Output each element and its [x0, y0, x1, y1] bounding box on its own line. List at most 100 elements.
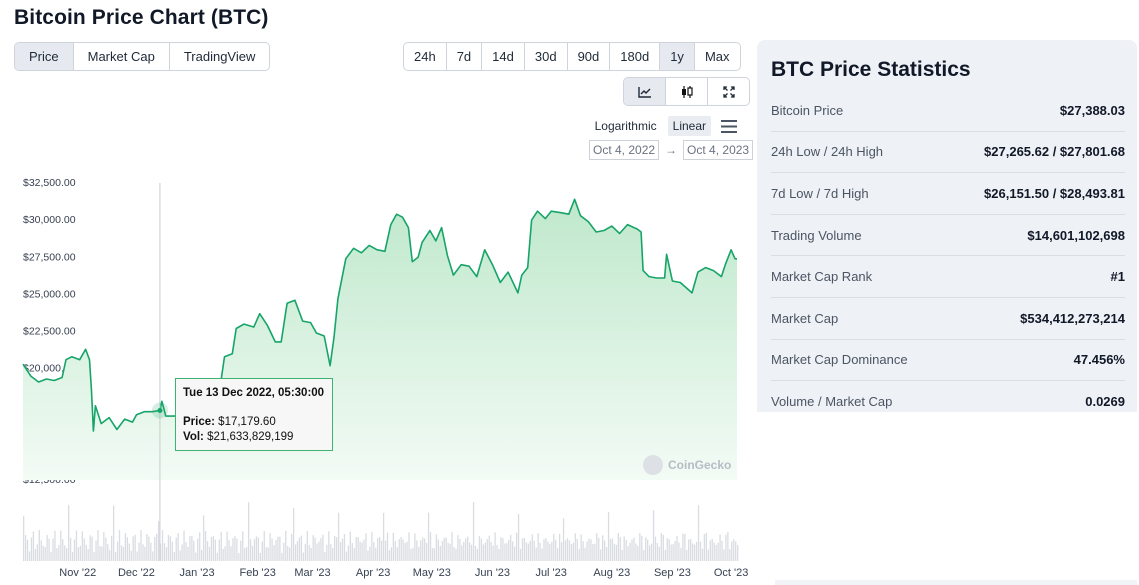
volume-bar [574, 533, 576, 561]
range-tabs: 24h 7d 14d 30d 90d 180d 1y Max [403, 42, 741, 71]
volume-bar [202, 515, 205, 561]
volume-bar [584, 547, 586, 561]
date-arrow: → [665, 143, 678, 157]
volume-bar [521, 538, 524, 561]
volume-bar [204, 531, 207, 561]
range-1y[interactable]: 1y [660, 43, 695, 70]
range-180d[interactable]: 180d [610, 43, 661, 70]
fullscreen-icon [722, 85, 735, 98]
tab-price[interactable]: Price [15, 43, 74, 70]
chart-tooltip: Tue 13 Dec 2022, 05:30:00 Price: $17,179… [175, 378, 333, 451]
candlestick-button[interactable] [666, 78, 708, 105]
stat-label: Market Cap [771, 310, 839, 326]
volume-bar [111, 535, 113, 561]
volume-bar [590, 539, 592, 561]
range-14d[interactable]: 14d [482, 43, 525, 70]
volume-bar [220, 531, 222, 561]
volume-bar [300, 535, 303, 561]
volume-bar [214, 539, 217, 561]
volume-bar [668, 539, 670, 561]
volume-bar [363, 539, 365, 561]
volume-bar [680, 547, 682, 561]
volume-bar [42, 545, 44, 561]
volume-bar [69, 537, 72, 561]
range-max[interactable]: Max [704, 49, 730, 64]
volume-bar [337, 512, 340, 561]
tab-market-cap[interactable]: Market Cap [74, 43, 170, 70]
volume-bar [402, 539, 404, 561]
volume-bar [60, 530, 62, 561]
fullscreen-button[interactable] [708, 78, 749, 105]
range-30d[interactable]: 30d [525, 43, 568, 70]
volume-bar [259, 552, 261, 561]
volume-bar [30, 537, 33, 561]
volume-bar [52, 538, 54, 561]
volume-bar [600, 549, 602, 561]
volume-bar [553, 533, 555, 561]
volume-bar [267, 547, 269, 561]
volume-bar [502, 538, 504, 561]
volume-bar [463, 541, 465, 561]
y-tick-label: $25,000.00 [23, 288, 76, 300]
volume-bar [510, 534, 512, 561]
volume-bar [154, 536, 156, 561]
tooltip-price: Price: $17,179.60 [183, 416, 276, 428]
logarithmic-option[interactable]: Logarithmic [594, 119, 657, 133]
volume-bar [101, 546, 103, 561]
volume-bar [648, 545, 651, 561]
stat-row-volume: Trading Volume $14,601,102,698 [771, 215, 1125, 257]
volume-bar [185, 542, 187, 561]
volume-bar [247, 502, 250, 561]
volume-bar [486, 539, 488, 561]
volume-bar [306, 531, 308, 561]
volume-bar [637, 545, 639, 561]
range-24h[interactable]: 24h [404, 43, 447, 70]
volume-bar [238, 552, 240, 561]
range-90d[interactable]: 90d [568, 43, 611, 70]
stat-value: $27,388.03 [1059, 102, 1125, 118]
volume-bar [529, 540, 531, 561]
volume-bar [570, 543, 573, 561]
volume-bar [161, 530, 164, 561]
range-7d[interactable]: 7d [447, 43, 483, 70]
volume-bar [159, 543, 162, 561]
volume-bar [66, 548, 68, 561]
stat-row-24h: 24h Low / 24h High $27,265.62 / $27,801.6… [771, 132, 1125, 174]
date-to-input[interactable]: Oct 4, 2023 [683, 140, 754, 160]
volume-bar [686, 549, 688, 561]
volume-bar [287, 546, 289, 561]
price-chart[interactable]: $12,500.00$15,000.00$17,500.00$20,000.00… [0, 170, 750, 585]
volume-bar [664, 549, 666, 561]
volume-bar [467, 536, 469, 561]
volume-bar [404, 542, 406, 561]
volume-bar [555, 539, 557, 561]
volume-bar [469, 542, 471, 561]
tab-tradingview[interactable]: TradingView [183, 49, 256, 64]
stat-value: 47.456% [1073, 352, 1125, 368]
volume-bar [437, 539, 440, 561]
volume-bar [339, 542, 342, 561]
date-from-input[interactable]: Oct 4, 2022 [589, 140, 660, 160]
volume-bar [197, 538, 199, 561]
stat-row-vol-mcap: Volume / Market Cap 0.0269 [771, 381, 1125, 422]
volume-bar [246, 546, 248, 561]
volume-bar [725, 534, 727, 561]
stat-value: $14,601,102,698 [1027, 227, 1125, 243]
line-chart-button[interactable] [624, 78, 666, 105]
volume-bar [506, 543, 508, 561]
volume-bar [318, 541, 320, 561]
volume-bar [384, 540, 387, 561]
volume-bar [602, 535, 604, 561]
page-title: Bitcoin Price Chart (BTC) [14, 6, 269, 29]
volume-bar [244, 548, 246, 561]
volume-bar [603, 540, 606, 561]
tooltip-vol-value: $21,633,829,199 [207, 431, 294, 443]
linear-option[interactable]: Linear [667, 116, 711, 136]
volume-bar [733, 539, 735, 561]
volume-bar [586, 541, 588, 561]
volume-bar [269, 533, 271, 561]
volume-bar [672, 544, 674, 561]
volume-bar [56, 548, 58, 561]
volume-bar [199, 532, 201, 561]
menu-icon[interactable] [721, 119, 737, 133]
